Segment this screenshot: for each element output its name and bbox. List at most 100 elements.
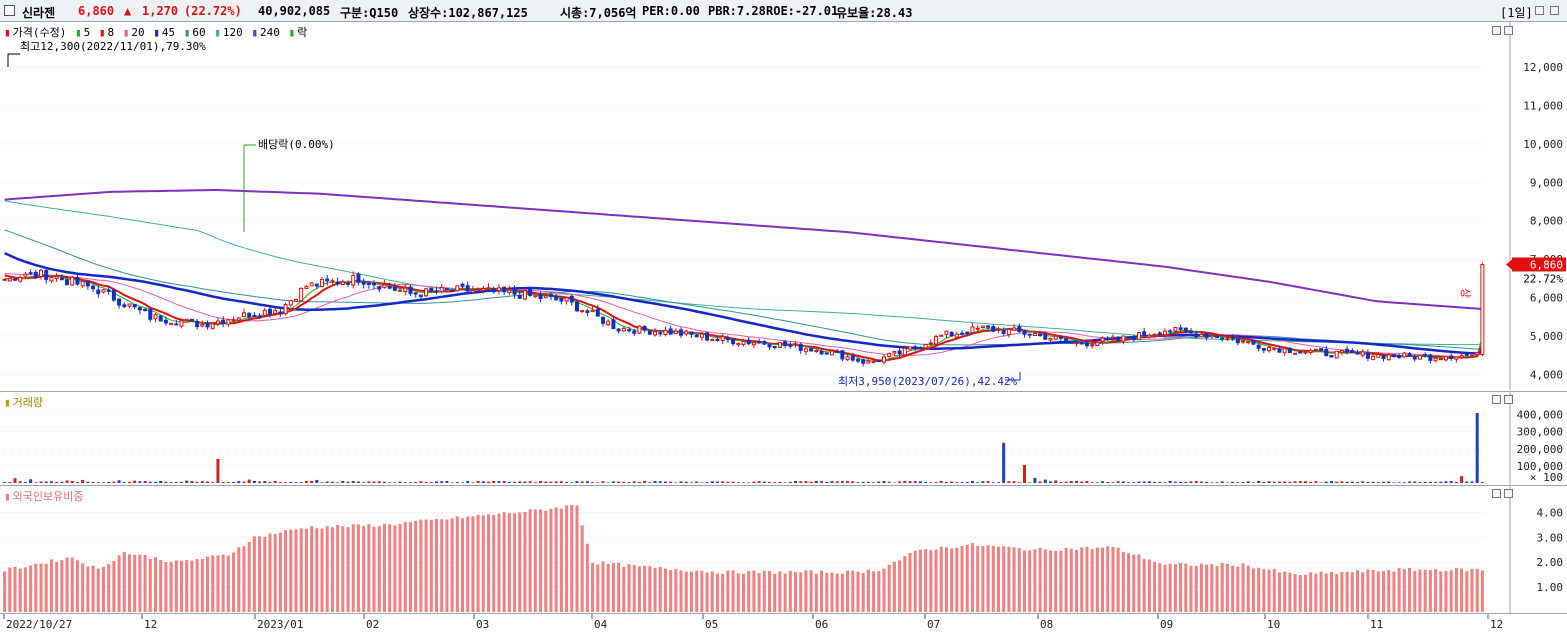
foreign-bar	[783, 573, 787, 612]
foreign-bar	[752, 570, 756, 612]
candle-body	[637, 325, 642, 334]
foreign-bar	[965, 544, 969, 612]
candle-body	[1449, 355, 1454, 359]
candle-body	[814, 350, 819, 353]
volume-bar	[544, 481, 548, 483]
candle-body	[387, 286, 392, 289]
candle-body	[1058, 336, 1063, 339]
foreign-ownership-chart[interactable]: 4.00 3.00 2.00 1.00	[0, 486, 1567, 614]
volume-bar	[1111, 482, 1115, 483]
pane-close-icon[interactable]	[1504, 26, 1513, 35]
pane-minimize-icon[interactable]	[1492, 395, 1501, 404]
volume-bar	[778, 481, 782, 483]
foreign-bar	[1262, 569, 1266, 612]
price-chart[interactable]: 12,00011,00010,0009,0008,0007,0006,0005,…	[0, 22, 1567, 390]
foreign-bar	[778, 571, 782, 612]
volume-bar	[929, 482, 933, 483]
foreign-bar	[190, 560, 194, 612]
select-checkbox[interactable]	[4, 5, 15, 16]
x-tick-label: 2022/10/27	[6, 618, 72, 631]
pane-minimize-icon[interactable]	[1492, 489, 1501, 498]
foreign-bar	[154, 557, 158, 612]
candle-body	[1272, 347, 1277, 350]
candle-body	[954, 333, 959, 338]
foreign-bar	[1257, 567, 1261, 612]
foreign-ownership-pane[interactable]: 4.00 3.00 2.00 1.00 ▮ 외국인보유비중	[0, 485, 1567, 614]
foreign-bar	[1382, 571, 1386, 612]
candle-body	[465, 285, 470, 292]
volume-bar	[1153, 481, 1157, 483]
candle-body	[793, 343, 798, 346]
foreign-bar	[513, 513, 517, 612]
foreign-bar	[101, 566, 105, 612]
foreign-bar	[944, 547, 948, 612]
foreign-bar	[169, 561, 173, 612]
minimize-icon[interactable]	[1535, 6, 1544, 15]
close-icon[interactable]	[1550, 6, 1559, 15]
volume-bar	[1106, 481, 1110, 483]
candle-body	[517, 294, 522, 299]
foreign-bar	[627, 563, 631, 612]
foreign-bar	[1293, 573, 1297, 612]
volume-bar	[934, 482, 938, 483]
volume-bar	[1319, 482, 1323, 483]
foreign-bar	[700, 570, 704, 612]
foreign-bar	[809, 570, 813, 612]
period-selector[interactable]: [1일]	[1500, 6, 1533, 20]
foreign-bar	[200, 559, 204, 612]
stock-name[interactable]: 신라젠	[22, 6, 56, 20]
foreign-bar	[107, 564, 111, 612]
candle-body	[1298, 351, 1303, 354]
candle-body	[366, 282, 371, 286]
candle-body	[1235, 338, 1240, 344]
candle-body	[809, 347, 814, 352]
candle-body	[278, 311, 283, 314]
candle-body	[309, 282, 314, 287]
candle-body	[1438, 358, 1443, 361]
foreign-bar	[840, 573, 844, 612]
volume-bar	[502, 481, 506, 483]
volume-bar	[752, 481, 756, 483]
volume-pane[interactable]: 400,000 300,000 200,000 100,000 × 100 ▮ 거래량	[0, 391, 1567, 485]
price-pane[interactable]: 12,00011,00010,0009,0008,0007,0006,0005,…	[0, 22, 1567, 390]
ma45-line	[4, 251, 1483, 355]
volume-chart[interactable]: 400,000 300,000 200,000 100,000× 100	[0, 392, 1567, 485]
volume-bar	[679, 481, 683, 483]
foreign-bar	[1090, 548, 1094, 612]
candle-body	[1324, 349, 1329, 357]
volume-bar	[1257, 481, 1261, 483]
volume-bar	[825, 482, 829, 483]
candle-body	[444, 287, 449, 290]
volume-bar	[1413, 481, 1417, 483]
foreign-bar	[1059, 550, 1063, 612]
volume-bar	[580, 481, 584, 483]
volume-bar	[533, 482, 537, 483]
foreign-bar	[1241, 563, 1245, 612]
foreign-bar	[372, 526, 376, 612]
foreign-bar	[1127, 553, 1131, 612]
x-tick-label: 02	[366, 618, 379, 631]
volume-bar	[1168, 480, 1172, 483]
candle-body	[970, 326, 975, 334]
volume-bar	[840, 481, 844, 483]
volume-bar	[1210, 482, 1214, 483]
volume-bar	[471, 482, 475, 483]
foreign-bar	[669, 570, 673, 612]
candle-body	[1209, 334, 1214, 338]
candle-body	[476, 288, 481, 291]
volume-bar	[851, 481, 855, 483]
foreign-bar	[351, 524, 355, 612]
foreign-bar	[247, 542, 251, 612]
pane-close-icon[interactable]	[1504, 395, 1513, 404]
candle-body	[1480, 263, 1485, 356]
volume-bar	[528, 481, 532, 483]
candle-body	[1334, 350, 1339, 359]
foreign-bar	[955, 547, 959, 612]
volume-bar	[507, 481, 511, 483]
foreign-bar	[356, 524, 360, 612]
foreign-bar	[710, 571, 714, 612]
foreign-bar	[1444, 570, 1448, 612]
pane-minimize-icon[interactable]	[1492, 26, 1501, 35]
pane-close-icon[interactable]	[1504, 489, 1513, 498]
volume-bar	[856, 482, 860, 483]
